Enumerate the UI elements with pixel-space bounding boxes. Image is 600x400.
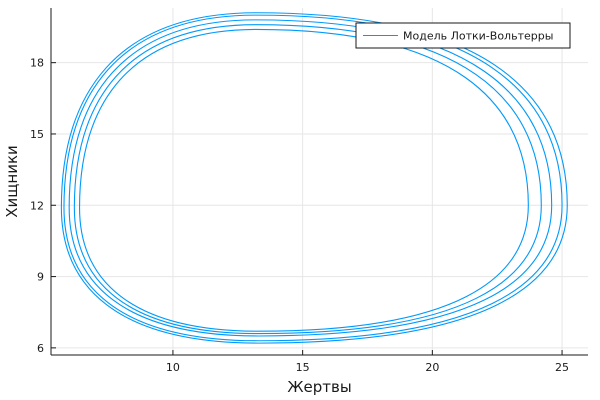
orbit-path <box>78 28 529 332</box>
x-tick-label: 20 <box>425 361 439 374</box>
ticks: 10 15 20 25 6 9 12 15 18 <box>30 57 569 374</box>
orbit-path <box>68 19 553 337</box>
legend: Модель Лотки-Вольтерры <box>355 22 571 49</box>
y-tick-label: 12 <box>30 199 44 212</box>
y-tick-label: 6 <box>37 342 44 355</box>
x-tick-label: 15 <box>296 361 310 374</box>
x-tick-label: 10 <box>166 361 180 374</box>
x-tick-label: 25 <box>555 361 569 374</box>
x-axis-title: Жертвы <box>287 378 351 396</box>
y-tick-label: 18 <box>30 57 44 70</box>
grid <box>51 8 588 355</box>
legend-label: Модель Лотки-Вольтерры <box>403 30 553 43</box>
y-tick-label: 9 <box>37 271 44 284</box>
y-axis-title: Хищники <box>3 145 21 218</box>
axes <box>50 8 588 356</box>
y-tick-label: 15 <box>30 128 44 141</box>
orbit-path <box>73 24 542 335</box>
